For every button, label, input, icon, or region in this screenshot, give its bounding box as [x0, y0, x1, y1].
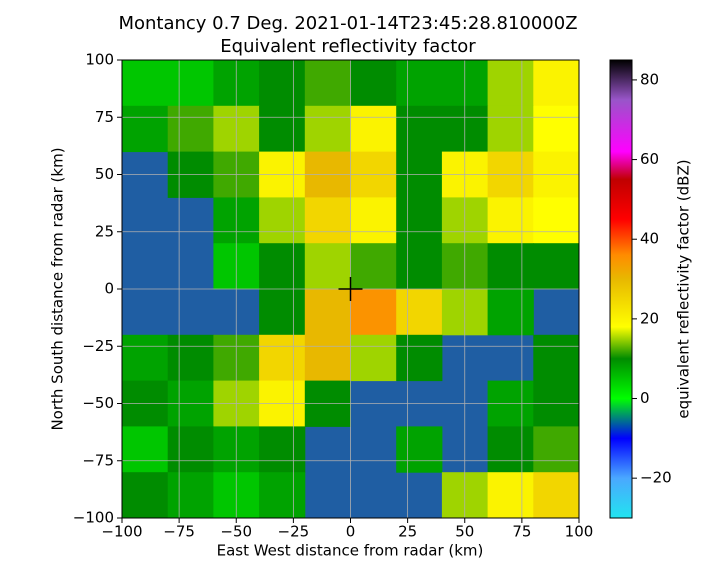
cell — [396, 105, 443, 153]
cell — [533, 472, 580, 519]
cell — [167, 426, 214, 473]
cell — [259, 426, 306, 473]
cell — [167, 334, 214, 382]
cell — [487, 105, 534, 153]
cell — [122, 472, 169, 519]
x-axis-label: East West distance from radar (km) — [217, 542, 484, 560]
cell — [533, 197, 580, 244]
cell — [396, 197, 443, 244]
cell — [396, 289, 443, 336]
colorbar-tick-label: −20 — [640, 469, 672, 487]
cell — [259, 197, 306, 244]
cell — [396, 426, 443, 473]
cell — [533, 105, 580, 153]
y-tick-label: 25 — [95, 222, 114, 240]
cell — [396, 60, 443, 107]
cell — [259, 472, 306, 519]
cell — [259, 243, 306, 290]
cell — [396, 243, 443, 290]
x-tick-label: 0 — [346, 523, 356, 541]
colorbar-label: equivalent reflectivity factor (dBZ) — [675, 159, 693, 418]
cell — [487, 426, 534, 473]
cell — [533, 426, 580, 473]
cell — [259, 105, 306, 153]
cell — [304, 105, 351, 153]
cell — [167, 472, 214, 519]
cell — [487, 197, 534, 244]
colorbar-tick-label: 40 — [640, 230, 659, 248]
x-tick-label: 75 — [512, 523, 531, 541]
y-tick-label: 50 — [95, 165, 114, 183]
x-tick-label: −25 — [278, 523, 310, 541]
cell — [167, 60, 214, 107]
cell — [259, 289, 306, 336]
x-tick-label: −50 — [220, 523, 252, 541]
y-tick-label: 75 — [95, 108, 114, 126]
cell — [304, 243, 351, 290]
y-tick-label: −25 — [82, 337, 114, 355]
cell — [167, 105, 214, 153]
colorbar-tick-label: 20 — [640, 309, 659, 327]
cell — [350, 289, 397, 336]
cell — [122, 60, 169, 107]
cell — [533, 60, 580, 107]
x-tick-label: −100 — [101, 523, 142, 541]
colorbar-tick-label: 0 — [640, 389, 650, 407]
colorbar-tick-label: 80 — [640, 70, 659, 88]
cell — [122, 105, 169, 153]
cell — [350, 243, 397, 290]
x-tick-label: 25 — [398, 523, 417, 541]
y-axis-label: North South distance from radar (km) — [49, 147, 67, 430]
y-tick-label: −100 — [73, 509, 114, 527]
cell — [396, 334, 443, 382]
plot-frame — [121, 59, 580, 519]
cell — [487, 243, 534, 290]
cell — [304, 197, 351, 244]
chart-title: Montancy 0.7 Deg. 2021-01-14T23:45:28.81… — [118, 13, 577, 34]
cell — [533, 334, 580, 382]
chart-subtitle: Equivalent reflectivity factor — [220, 36, 476, 57]
cell — [350, 105, 397, 153]
cell — [487, 289, 534, 336]
cell — [533, 243, 580, 290]
cell — [259, 334, 306, 382]
y-tick-label: −75 — [82, 451, 114, 469]
y-tick-label: 100 — [85, 51, 114, 69]
cell — [122, 426, 169, 473]
cell — [350, 197, 397, 244]
cell — [259, 60, 306, 107]
colorbar-tick-label: 60 — [640, 150, 659, 168]
cell — [487, 472, 534, 519]
cell — [304, 334, 351, 382]
x-tick-label: −75 — [163, 523, 195, 541]
cell — [304, 60, 351, 107]
cell — [122, 334, 169, 382]
y-tick-label: 0 — [104, 280, 114, 298]
cell — [487, 60, 534, 107]
cell — [304, 289, 351, 336]
x-tick-label: 50 — [455, 523, 474, 541]
cell — [350, 334, 397, 382]
y-tick-label: −50 — [82, 394, 114, 412]
cell — [350, 60, 397, 107]
colorbar — [609, 59, 633, 519]
x-tick-label: 100 — [565, 523, 594, 541]
